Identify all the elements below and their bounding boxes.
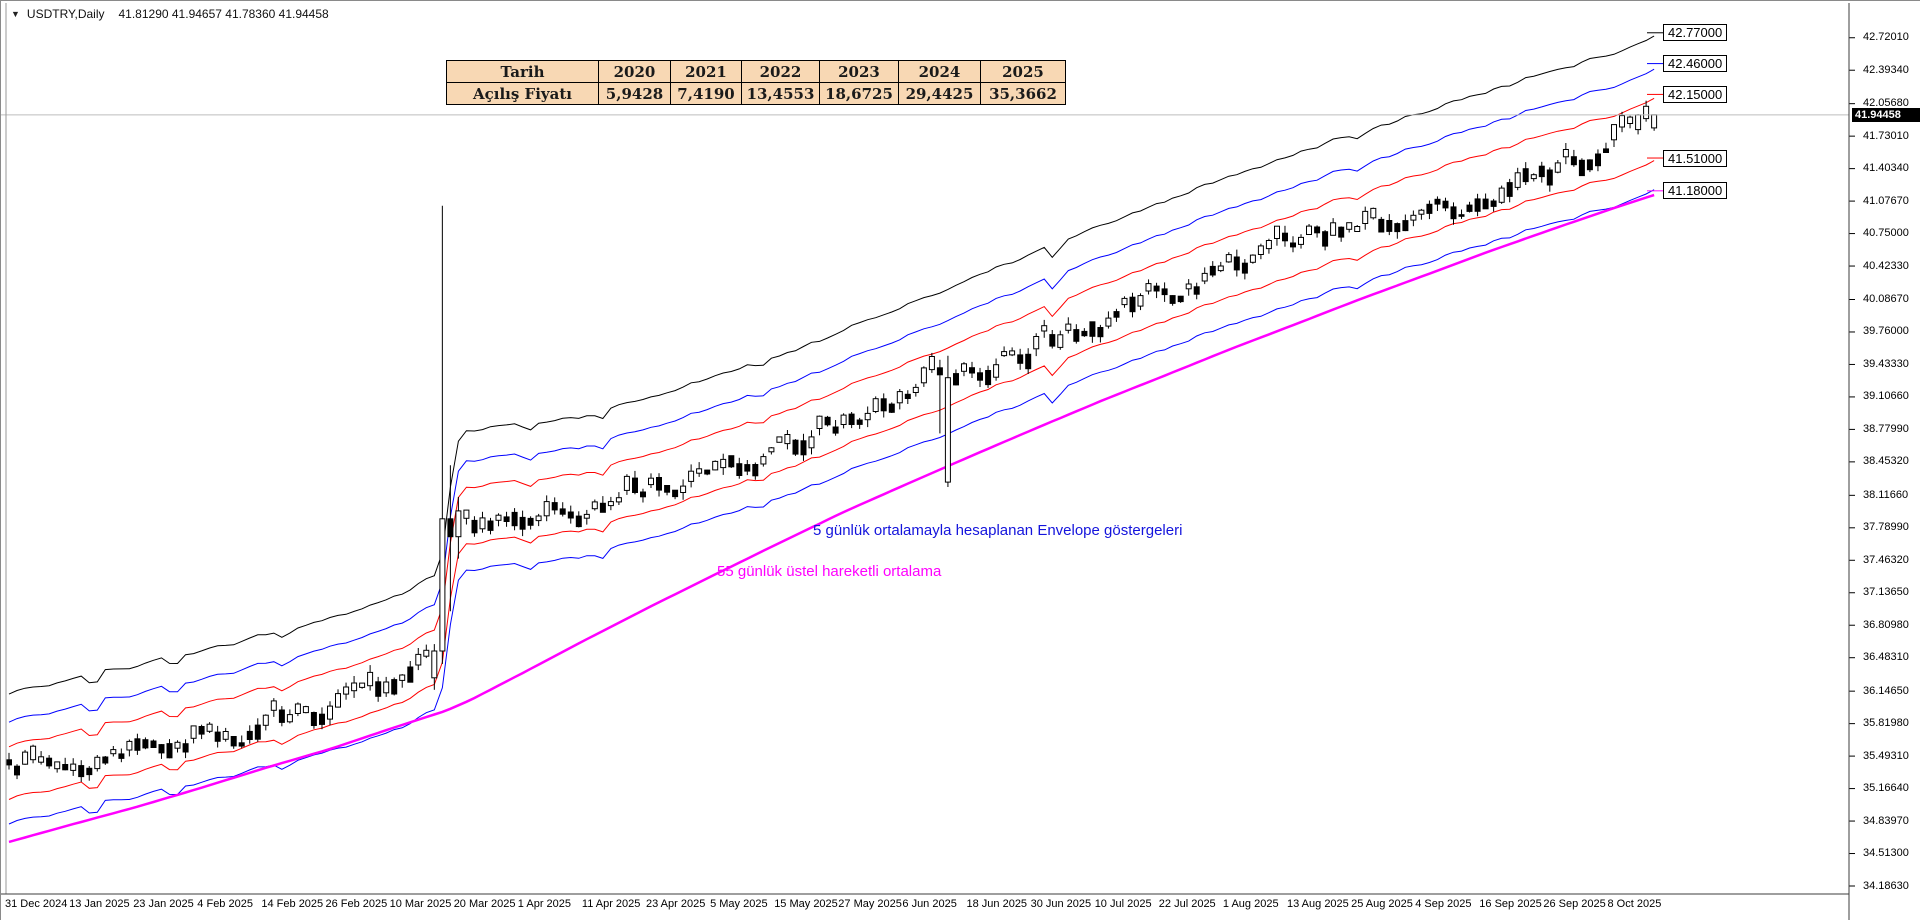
current-price-tag: 41.94458 (1852, 107, 1920, 122)
date-label: 13 Jan 2025 (69, 898, 130, 910)
price-axis-label: 42.05680 (1863, 97, 1909, 110)
envelope-upper-black (8, 35, 1655, 695)
date-label: 5 May 2025 (710, 898, 768, 910)
envelope-lower-red (8, 160, 1655, 800)
table-cell: Açılış Fiyatı (446, 82, 599, 105)
price-axis-label: 34.83970 (1863, 814, 1909, 827)
level-label-box: 41.18000 (1663, 182, 1728, 200)
date-label: 25 Aug 2025 (1351, 898, 1413, 910)
open-price-table: Tarih 2020 2021 2022 2023 2024 2025 Açılış Fiya… (446, 60, 1066, 105)
date-label: 4 Feb 2025 (197, 898, 253, 910)
price-axis-label: 37.46320 (1863, 553, 1909, 566)
date-label: 15 May 2025 (774, 898, 838, 910)
table-cell: 2023 (819, 60, 899, 83)
price-axis-label: 41.40340 (1863, 162, 1909, 175)
level-label-box: 42.77000 (1663, 24, 1728, 42)
price-axis-label: 41.07670 (1863, 194, 1909, 207)
level-label-box: 42.15000 (1663, 85, 1728, 103)
date-label: 30 Jun 2025 (1030, 898, 1092, 910)
envelope-upper-blue (8, 68, 1655, 723)
price-axis-label: 35.16640 (1863, 782, 1909, 795)
price-axis-label: 34.18630 (1863, 879, 1909, 892)
date-label: 26 Feb 2025 (325, 898, 388, 910)
chart-title: ▼ USDTRY,Daily 41.81290 41.94657 41.78360 … (11, 7, 329, 21)
envelope-annotation: 5 günlük ortalamayla hesaplanan Envelope… (813, 522, 1183, 539)
price-axis-label: 35.49310 (1863, 749, 1909, 762)
symbol-period-label: USDTRY,Daily (26, 7, 105, 21)
price-axis-label: 36.48310 (1863, 651, 1909, 664)
date-label: 4 Sep 2025 (1415, 898, 1472, 910)
table-header-row: Tarih 2020 2021 2022 2023 2024 2025 (446, 60, 1066, 83)
table-cell: 2024 (898, 60, 981, 83)
date-label: 22 Jul 2025 (1158, 898, 1216, 910)
table-cell: 7,4190 (670, 82, 742, 105)
price-axis-label: 39.10660 (1863, 390, 1909, 403)
price-axis-label: 38.45320 (1863, 455, 1909, 468)
date-label: 11 Apr 2025 (581, 898, 641, 910)
price-axis-label: 42.72010 (1863, 31, 1909, 44)
date-label: 13 Aug 2025 (1287, 898, 1349, 910)
level-label-box: 41.51000 (1663, 149, 1728, 167)
date-label: 1 Apr 2025 (517, 898, 572, 910)
price-axis-ticks (1849, 37, 1855, 887)
date-label: 23 Apr 2025 (646, 898, 706, 910)
table-cell: Tarih (446, 60, 599, 83)
price-axis-label: 37.13650 (1863, 586, 1909, 599)
date-label: 23 Jan 2025 (133, 898, 194, 910)
price-axis-label: 40.08670 (1863, 293, 1909, 305)
date-label: 8 Oct 2025 (1607, 898, 1662, 910)
ema55-line (8, 193, 1655, 844)
date-label: 31 Dec 2024 (5, 898, 68, 910)
table-cell: 2020 (598, 60, 671, 83)
table-value-row: Açılış Fiyatı 5,9428 7,4190 13,4553 18,6725 2… (446, 82, 1066, 105)
ohlc-readout: 41.81290 41.94657 41.78360 41.94458 (118, 7, 329, 21)
date-label: 27 May 2025 (838, 898, 902, 910)
price-axis-label: 36.80980 (1863, 618, 1909, 631)
date-label: 16 Sep 2025 (1479, 898, 1542, 910)
price-axis-label: 39.76000 (1863, 325, 1909, 338)
table-cell: 13,4553 (741, 82, 820, 105)
envelope-upper-red (8, 97, 1655, 748)
date-label: 10 Mar 2025 (389, 898, 452, 910)
price-axis-label: 34.51300 (1863, 847, 1909, 860)
table-cell: 2021 (670, 60, 742, 83)
price-axis-label: 38.77990 (1863, 422, 1909, 435)
date-label: 20 Mar 2025 (453, 898, 516, 910)
date-label: 1 Aug 2025 (1222, 898, 1279, 910)
table-cell: 2022 (741, 60, 820, 83)
price-axis-label: 37.78990 (1863, 521, 1909, 534)
date-label: 6 Jun 2025 (902, 898, 957, 910)
envelope-lines-layer (8, 35, 1655, 825)
price-axis-label: 35.81980 (1863, 717, 1909, 730)
price-axis-label: 42.39340 (1863, 63, 1909, 76)
date-label: 10 Jul 2025 (1094, 898, 1152, 910)
level-label-box: 42.46000 (1663, 55, 1728, 73)
price-axis-label: 38.11660 (1863, 488, 1909, 501)
date-label: 26 Sep 2025 (1543, 898, 1606, 910)
date-label: 18 Jun 2025 (966, 898, 1028, 910)
price-axis-label: 39.43330 (1863, 357, 1909, 370)
table-cell: 29,4425 (898, 82, 981, 105)
symbol-dropdown-icon[interactable]: ▼ (11, 9, 20, 19)
price-axis-label: 40.42330 (1863, 259, 1909, 272)
price-axis-label: 41.73010 (1863, 129, 1909, 142)
table-cell: 18,6725 (819, 82, 899, 105)
ema-annotation: 55 günlük üstel hareketli ortalama (717, 563, 942, 580)
table-cell: 35,3662 (980, 82, 1066, 105)
date-label: 14 Feb 2025 (261, 898, 324, 910)
table-cell: 5,9428 (598, 82, 671, 105)
envelope-lower-blue (8, 189, 1655, 825)
price-axis-label: 36.14650 (1863, 684, 1909, 697)
table-cell: 2025 (980, 60, 1066, 83)
candlesticks-layer (6, 100, 1658, 782)
price-axis-label: 40.75000 (1863, 227, 1909, 240)
